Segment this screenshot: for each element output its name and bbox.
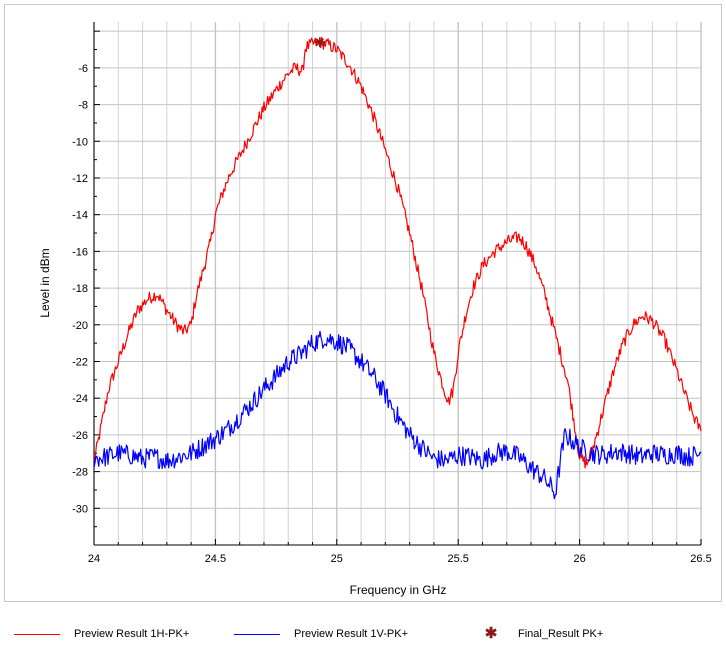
legend-item-final: ✱ Final_Result PK+	[468, 624, 604, 644]
legend-label-final: Final_Result PK+	[518, 628, 604, 640]
y-tick-label: -22	[72, 356, 88, 368]
legend: Preview Result 1H-PK+ Preview Result 1V-…	[0, 624, 726, 644]
x-axis-title: Frequency in GHz	[350, 583, 447, 597]
y-tick-label: -16	[72, 246, 88, 258]
x-tick-label: 25	[331, 553, 343, 565]
y-tick-label: -14	[72, 210, 88, 222]
tick-labels: 24 24.5 25 25.5 26 26.5 -6 -8 -10 -12 -14 -16 -18 -20…	[72, 63, 712, 565]
star-icon: ✱	[484, 625, 498, 642]
plot-area	[94, 22, 701, 545]
y-tick-label: -10	[72, 136, 88, 148]
chart: 24 24.5 25 25.5 26 26.5 -6 -8 -10 -12 -14 -16 -18 -20…	[38, 22, 712, 597]
y-tick-label: -6	[78, 63, 88, 75]
y-tick-label: -28	[72, 467, 88, 479]
y-axis-title: Level in dBm	[38, 248, 52, 317]
series-layer	[93, 36, 702, 500]
legend-label-1v: Preview Result 1V-PK+	[294, 628, 409, 640]
y-tick-label: -8	[78, 100, 88, 112]
x-tick-label: 26.5	[690, 553, 711, 565]
legend-item-1v: Preview Result 1V-PK+	[234, 624, 408, 644]
x-tick-label: 24	[88, 553, 100, 565]
legend-label-1h: Preview Result 1H-PK+	[74, 628, 190, 640]
grid	[93, 22, 702, 546]
x-tick-label: 26	[573, 553, 585, 565]
y-tick-label: -24	[72, 393, 88, 405]
legend-swatch-red	[14, 633, 60, 635]
legend-swatch-blue	[234, 633, 280, 635]
series-line-1h	[93, 36, 702, 469]
y-tick-label: -18	[72, 283, 88, 295]
legend-item-1h: Preview Result 1H-PK+	[14, 624, 189, 644]
y-tick-label: -20	[72, 320, 88, 332]
x-tick-label: 24.5	[205, 553, 226, 565]
y-tick-label: -26	[72, 430, 88, 442]
y-tick-label: -12	[72, 173, 88, 185]
final-result-marker	[314, 37, 325, 48]
y-tick-label: -30	[72, 503, 88, 515]
marker-layer	[314, 37, 325, 48]
series-line-1v	[93, 330, 702, 500]
x-tick-label: 25.5	[447, 553, 468, 565]
